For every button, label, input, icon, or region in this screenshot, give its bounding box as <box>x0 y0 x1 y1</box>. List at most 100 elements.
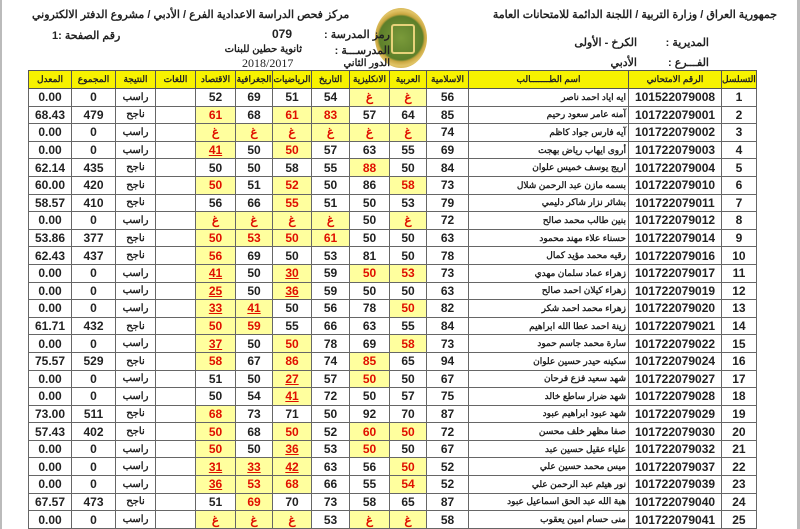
column-header-seq: التسلسل <box>721 70 757 89</box>
result-cell: راسب <box>115 334 156 353</box>
average-cell: 0.00 <box>28 334 72 353</box>
grade-cell-history: 50 <box>311 404 350 424</box>
grade-cell-arabic: 53 <box>389 193 427 213</box>
center-title: مركز فحص الدراسة الاعدادية الفرع / الأدب… <box>32 9 350 21</box>
grade-cell-history: 56 <box>311 299 350 318</box>
grade-cell-history: 73 <box>311 492 350 512</box>
grade-cell-arabic: 65 <box>389 492 427 512</box>
grade-cell-geography: 69 <box>235 246 273 265</box>
average-cell: 0.00 <box>28 369 72 389</box>
exam-number-cell: 101722079020 <box>628 299 722 318</box>
grade-cell-economics: 50 <box>195 158 236 177</box>
total-cell: 0 <box>71 510 116 529</box>
exam-number-cell: 101722079014 <box>628 228 722 248</box>
table-row: 4 101722079003 أروى ايهاب رياض بهجت 69 55 63 5… <box>28 140 757 160</box>
total-cell: 435 <box>71 158 116 177</box>
grade-cell-islamic: 73 <box>426 175 469 195</box>
grade-cell-english: 60 <box>349 422 390 441</box>
total-cell: 529 <box>71 351 116 371</box>
grade-cell-history: 72 <box>311 387 350 406</box>
total-cell: 0 <box>71 281 116 301</box>
exam-number-cell: 101722079037 <box>628 457 722 477</box>
languages-cell <box>155 193 196 213</box>
average-cell: 53.86 <box>28 228 72 248</box>
grade-cell-math: غ <box>272 211 312 230</box>
average-cell: 73.00 <box>28 404 72 424</box>
exam-number-cell: 101722079019 <box>628 281 722 301</box>
table-row: 14 101722079021 زينة احمد عطا الله ابراهيم… <box>28 316 757 336</box>
seq-cell: 15 <box>721 334 757 353</box>
exam-number-cell: 101722079001 <box>628 105 722 125</box>
grade-cell-math: 52 <box>272 175 312 195</box>
table-row: 15 101722079022 سارة محمد جاسم حمود 73 58 69 7… <box>28 334 757 353</box>
grade-cell-geography: 73 <box>235 404 273 424</box>
seq-cell: 21 <box>721 439 757 459</box>
grade-cell-islamic: 79 <box>426 193 469 213</box>
grade-cell-english: 58 <box>349 492 390 512</box>
directorate-value: الكرخ - الأولى <box>574 37 637 49</box>
grade-cell-geography: 69 <box>235 492 273 512</box>
result-cell: ناجح <box>115 175 156 195</box>
languages-cell <box>155 140 196 160</box>
total-cell: 0 <box>71 263 116 283</box>
grade-cell-islamic: 87 <box>426 404 469 424</box>
result-cell: ناجح <box>115 492 156 512</box>
grade-cell-english: 88 <box>349 158 390 177</box>
grade-cell-english: 63 <box>349 140 390 160</box>
seq-cell: 11 <box>721 263 757 283</box>
exam-number-cell: 101722079040 <box>628 492 722 512</box>
languages-cell <box>155 175 196 195</box>
branch-value: الأدبي <box>610 57 637 69</box>
languages-cell <box>155 422 196 441</box>
grade-cell-geography: 59 <box>235 316 273 336</box>
result-cell: راسب <box>115 475 156 494</box>
grade-cell-islamic: 75 <box>426 387 469 406</box>
total-cell: 473 <box>71 492 116 512</box>
seq-cell: 12 <box>721 281 757 301</box>
student-name-cell: بشائر نزار شاكر دليمي <box>468 193 629 213</box>
average-cell: 75.57 <box>28 351 72 371</box>
languages-cell <box>155 351 196 371</box>
student-name-cell: شهد سعيد فزع فرحان <box>468 369 629 389</box>
grade-cell-math: 27 <box>272 369 312 389</box>
table-row: 24 101722079040 هبة الله عبد الحق اسماعيل … <box>28 492 757 512</box>
grade-cell-arabic: 58 <box>389 175 427 195</box>
languages-cell <box>155 299 196 318</box>
average-cell: 0.00 <box>28 299 72 318</box>
grade-cell-geography: 50 <box>235 158 273 177</box>
school-label: المدرســـة : <box>334 45 390 57</box>
grade-cell-islamic: 84 <box>426 316 469 336</box>
total-cell: 0 <box>71 439 116 459</box>
column-header-student-name: اسم الطـــــــالب <box>468 70 629 89</box>
student-name-cell: زهراء عماد سلمان مهدي <box>468 263 629 283</box>
column-header-exam-number: الرقم الامتحاني <box>628 70 722 89</box>
grade-cell-math: 55 <box>272 193 312 213</box>
seq-cell: 7 <box>721 193 757 213</box>
exam-number-cell: 101722079017 <box>628 263 722 283</box>
grade-cell-islamic: 72 <box>426 211 469 230</box>
grade-cell-arabic: 70 <box>389 404 427 424</box>
column-header-english: الانكليزية <box>349 70 390 89</box>
grade-cell-history: 57 <box>311 369 350 389</box>
total-cell: 0 <box>71 457 116 477</box>
grade-cell-math: غ <box>272 123 312 142</box>
grade-cell-history: 61 <box>311 228 350 248</box>
grade-cell-economics: 41 <box>195 263 236 283</box>
languages-cell <box>155 510 196 529</box>
result-cell: ناجح <box>115 422 156 441</box>
grade-cell-english: 56 <box>349 457 390 477</box>
grade-cell-history: غ <box>311 211 350 230</box>
seq-cell: 16 <box>721 351 757 371</box>
grade-cell-geography: 50 <box>235 140 273 160</box>
grade-cell-english: غ <box>349 510 390 529</box>
grade-cell-geography: 53 <box>235 228 273 248</box>
grade-cell-math: 50 <box>272 299 312 318</box>
grade-cell-islamic: 67 <box>426 439 469 459</box>
grade-cell-geography: 51 <box>235 175 273 195</box>
grade-cell-geography: 68 <box>235 105 273 125</box>
grade-cell-history: 74 <box>311 351 350 371</box>
grade-cell-history: 53 <box>311 246 350 265</box>
total-cell: 420 <box>71 175 116 195</box>
grade-cell-arabic: 50 <box>389 158 427 177</box>
result-cell: ناجح <box>115 404 156 424</box>
